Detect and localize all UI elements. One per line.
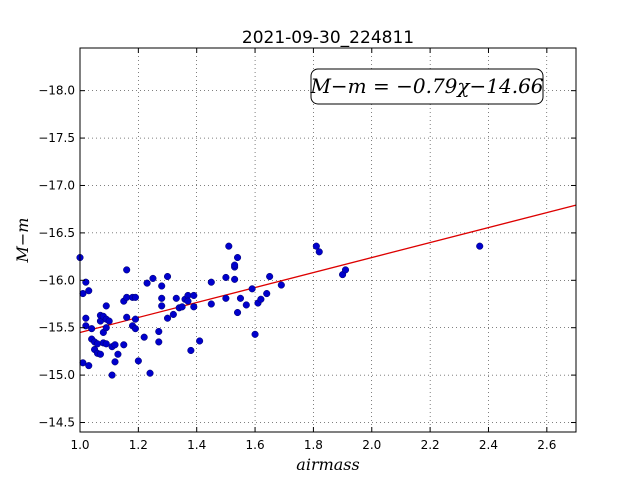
data-point bbox=[88, 325, 96, 333]
data-point bbox=[102, 340, 110, 348]
x-tick-label: 1.6 bbox=[246, 438, 265, 452]
data-point bbox=[96, 350, 104, 358]
data-point bbox=[231, 261, 239, 269]
x-ticks: 1.0 1.2 1.4 1.6 1.8 2.0 2.2 2.4 2.6 bbox=[70, 48, 556, 452]
data-point bbox=[169, 310, 177, 318]
data-points bbox=[76, 242, 484, 379]
data-point bbox=[242, 301, 250, 309]
data-point bbox=[140, 333, 148, 341]
x-tick-label: 2.0 bbox=[362, 438, 381, 452]
data-point bbox=[234, 253, 242, 262]
y-tick-label: −15.5 bbox=[38, 321, 75, 335]
data-point bbox=[222, 294, 230, 302]
data-point bbox=[341, 266, 350, 274]
x-tick-label: 1.8 bbox=[304, 438, 323, 452]
fit-line bbox=[79, 204, 577, 334]
data-point bbox=[102, 302, 110, 310]
data-point bbox=[131, 315, 139, 323]
data-point bbox=[248, 285, 256, 293]
data-point bbox=[263, 290, 271, 298]
data-point bbox=[178, 303, 186, 311]
y-tick-label: −16.0 bbox=[38, 273, 75, 287]
data-point bbox=[187, 346, 195, 355]
data-point bbox=[85, 287, 93, 295]
data-point bbox=[149, 274, 157, 282]
x-tick-label: 1.2 bbox=[129, 438, 148, 452]
fit-equation: M−m = −0.79χ−14.66 bbox=[309, 74, 543, 98]
data-point bbox=[231, 275, 239, 283]
data-point bbox=[120, 341, 128, 349]
data-point bbox=[158, 302, 166, 310]
data-point bbox=[123, 266, 131, 274]
data-point bbox=[251, 330, 259, 338]
data-point bbox=[476, 242, 484, 250]
data-point bbox=[222, 273, 230, 282]
data-point bbox=[111, 358, 119, 366]
data-point bbox=[114, 350, 122, 358]
data-point bbox=[277, 281, 285, 289]
data-point bbox=[108, 371, 116, 379]
data-point bbox=[234, 308, 242, 317]
data-point bbox=[312, 242, 320, 250]
data-point bbox=[190, 291, 198, 300]
x-tick-label: 1.4 bbox=[187, 438, 206, 452]
y-tick-label: −18.0 bbox=[38, 84, 75, 98]
y-tick-label: −17.5 bbox=[38, 131, 75, 145]
data-point bbox=[131, 325, 139, 333]
data-point bbox=[225, 242, 233, 250]
data-point bbox=[79, 290, 87, 298]
data-point bbox=[82, 314, 90, 322]
data-point bbox=[236, 294, 245, 302]
data-point bbox=[143, 279, 151, 287]
data-point bbox=[93, 340, 102, 348]
x-tick-label: 2.2 bbox=[421, 438, 440, 452]
data-point bbox=[131, 293, 139, 301]
data-point bbox=[207, 278, 215, 286]
data-point bbox=[155, 327, 163, 336]
data-point bbox=[134, 357, 142, 365]
data-point bbox=[172, 294, 180, 302]
data-point bbox=[184, 297, 192, 305]
x-tick-label: 2.4 bbox=[479, 438, 498, 452]
plot-frame bbox=[79, 47, 577, 433]
data-point bbox=[207, 300, 215, 308]
data-point bbox=[257, 295, 265, 303]
y-tick-label: −15.0 bbox=[38, 368, 75, 382]
data-point bbox=[155, 338, 163, 346]
y-tick-label: −17.0 bbox=[38, 178, 75, 192]
data-point bbox=[190, 303, 198, 311]
data-point bbox=[163, 314, 172, 322]
data-point bbox=[158, 282, 166, 290]
data-point bbox=[196, 337, 204, 345]
y-tick-label: −16.5 bbox=[38, 226, 75, 240]
y-ticks: −14.5 −15.0 −15.5 −16.0 −16.5 −17.0 −17.5 −18.0 bbox=[38, 84, 576, 430]
data-point bbox=[105, 317, 113, 325]
annotation-box bbox=[310, 68, 544, 105]
x-tick-label: 1.0 bbox=[70, 438, 89, 452]
data-point bbox=[85, 362, 93, 370]
x-axis-label: airmass bbox=[296, 455, 359, 474]
data-point bbox=[111, 341, 119, 349]
grid bbox=[79, 48, 576, 432]
data-point bbox=[102, 324, 110, 332]
chart-title: 2021-09-30_224811 bbox=[242, 28, 414, 48]
data-point bbox=[266, 272, 274, 281]
y-axis-label: M−m bbox=[13, 218, 32, 264]
data-point bbox=[163, 272, 172, 281]
x-tick-label: 2.6 bbox=[537, 438, 556, 452]
data-point bbox=[79, 359, 87, 367]
data-point bbox=[158, 294, 166, 302]
data-point bbox=[123, 313, 131, 321]
y-tick-label: −14.5 bbox=[38, 416, 75, 430]
data-point bbox=[146, 369, 154, 377]
data-point bbox=[315, 248, 323, 256]
